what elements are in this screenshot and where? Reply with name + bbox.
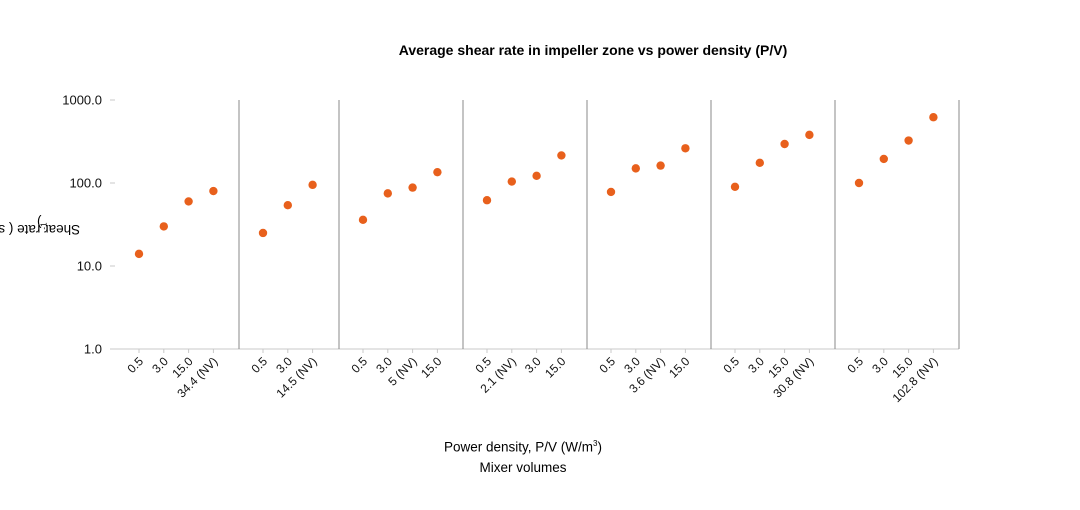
data-point <box>159 222 168 231</box>
data-point <box>631 164 640 173</box>
x-tick-label: 0.5 <box>348 354 370 376</box>
x-tick-label: 15.0 <box>418 354 445 381</box>
data-point <box>308 180 317 190</box>
x-tick-label: 0.5 <box>248 354 270 376</box>
x-tick-label: 15.0 <box>542 354 569 381</box>
x-tick-label: 0.5 <box>596 354 618 376</box>
data-point <box>929 113 938 122</box>
data-point <box>730 182 740 191</box>
y-tick-label: 1000.0 <box>62 93 102 108</box>
data-point <box>507 177 516 186</box>
data-point <box>805 130 814 140</box>
data-point <box>606 187 616 197</box>
x-tick-label: 3.0 <box>149 354 171 376</box>
y-tick-label: 1.0 <box>84 342 102 357</box>
y-tick-label: 10.0 <box>77 259 102 274</box>
x-tick-label: 0.5 <box>720 354 742 376</box>
x-axis-label-end: ) <box>597 439 603 455</box>
x-axis-label-text: Power density, P/V (W/m <box>444 439 594 455</box>
data-point <box>681 144 690 153</box>
x-tick-label: 0.5 <box>844 354 866 376</box>
data-point <box>383 189 392 198</box>
data-point <box>532 171 541 181</box>
x-tick-label: 3.0 <box>869 354 891 376</box>
data-point <box>433 167 442 177</box>
data-point <box>283 201 292 210</box>
data-point <box>879 154 888 164</box>
data-point <box>258 228 268 238</box>
data-point <box>755 158 764 168</box>
x-axis-sublabel: Mixer volumes <box>479 459 567 475</box>
x-tick-label: 0.5 <box>124 354 146 376</box>
data-point <box>656 161 665 170</box>
data-point <box>557 151 566 160</box>
data-point <box>904 136 913 145</box>
data-point <box>482 196 492 205</box>
data-point <box>184 197 193 206</box>
chart-title: Average shear rate in impeller zone vs p… <box>398 42 788 58</box>
data-point <box>408 183 417 192</box>
data-point <box>780 139 789 149</box>
x-axis-label: Power density, P/V (W/m3) Mixer volumes <box>353 434 693 478</box>
data-point <box>358 215 368 225</box>
data-point <box>854 178 864 188</box>
y-tick-label: 100.0 <box>69 176 102 191</box>
x-tick-label: 5 (NV) <box>385 354 419 388</box>
x-tick-label: 3.0 <box>522 354 544 376</box>
data-point <box>134 249 144 259</box>
x-tick-label: 3.0 <box>745 354 767 376</box>
x-axis-label-sup: 3 <box>593 439 598 448</box>
x-tick-label: 15.0 <box>666 354 693 381</box>
data-point <box>209 186 218 196</box>
